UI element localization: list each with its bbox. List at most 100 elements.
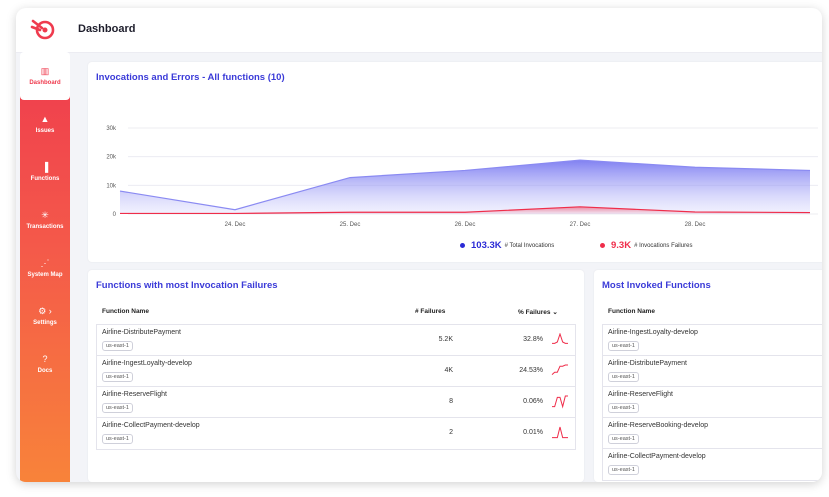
- failures-count: 4K: [444, 367, 453, 374]
- sparkline: [552, 333, 568, 344]
- bar-chart-icon: ▥: [40, 66, 50, 76]
- warning-icon: ▲: [40, 114, 50, 124]
- series-area-1: [120, 206, 810, 214]
- failures-pct: 24.53%: [519, 367, 543, 374]
- invocations-card: Invocations and Errors - All functions (…: [88, 62, 822, 262]
- table-row[interactable]: Airline-CollectPayment-develop us-east-1: [602, 448, 822, 481]
- function-name: Airline-CollectPayment-develop: [608, 453, 706, 460]
- region-badge: us-east-1: [102, 341, 133, 351]
- failures-count: 5.2K: [438, 336, 453, 343]
- sidebar-item-label: Functions: [30, 176, 60, 182]
- sparkline: [551, 364, 568, 375]
- sidebar-item-label: Settings: [33, 320, 57, 326]
- legend-failures[interactable]: 9.3K # Invocations Failures: [600, 240, 692, 251]
- sparkline-path: [552, 395, 568, 409]
- y-tick-label: 20k: [106, 155, 117, 161]
- y-tick-label: 0: [113, 212, 117, 218]
- logo-icon[interactable]: [30, 16, 56, 42]
- sidebar-item-label: Docs: [37, 368, 53, 374]
- y-tick-label: 30k: [106, 126, 117, 132]
- series-line-1: [120, 206, 811, 215]
- app-window: Dashboard ▥ Dashboard ▲ Issues ▐ Functio…: [16, 8, 822, 482]
- sidebar-item-transactions[interactable]: ✳ Transactions: [20, 196, 70, 244]
- column-header-label: % Failures: [518, 309, 551, 316]
- y-tick-label: 10k: [106, 183, 117, 189]
- table-row[interactable]: Airline-DistributePayment us-east-1: [602, 355, 822, 387]
- sidebar-item-docs[interactable]: ? Docs: [20, 340, 70, 388]
- column-header-pct-failures[interactable]: % Failures ⌄: [518, 308, 558, 316]
- function-name: Airline-ReserveFlight: [102, 391, 167, 398]
- sidebar: ▥ Dashboard ▲ Issues ▐ Functions ✳ Trans…: [20, 52, 70, 482]
- failures-card: Functions with most Invocation Failures …: [88, 270, 584, 482]
- system-map-icon: ⋰: [40, 258, 50, 268]
- x-tick-label: 26. Dec: [455, 222, 476, 228]
- invocations-chart[interactable]: 30k 20k 10k 0 24. Dec 25. Dec 26. Dec 27. Dec 28…: [88, 62, 822, 232]
- sparkline-path: [552, 426, 568, 439]
- sidebar-item-functions[interactable]: ▐ Functions: [20, 148, 70, 196]
- function-name: Airline-IngestLoyalty-develop: [608, 329, 698, 336]
- sparkline: [552, 395, 568, 409]
- sidebar-item-settings[interactable]: ⚙ › Settings: [20, 292, 70, 340]
- legend-dot: [460, 243, 465, 248]
- card-title: Invocations and Errors - All functions (…: [96, 72, 285, 83]
- region-badge: us-east-1: [102, 434, 133, 444]
- sidebar-item-issues[interactable]: ▲ Issues: [20, 100, 70, 148]
- column-header-failures[interactable]: # Failures: [415, 308, 446, 315]
- failures-count: 2: [449, 429, 453, 436]
- region-badge: us-east-1: [608, 465, 639, 475]
- sparkline: [552, 426, 568, 439]
- region-badge: us-east-1: [102, 372, 133, 382]
- region-badge: us-east-1: [102, 403, 133, 413]
- x-tick-label: 28. Dec: [685, 222, 706, 228]
- failures-pct: 32.8%: [523, 336, 543, 343]
- legend-total-value: 103.3K: [471, 240, 502, 251]
- x-tick-label: 25. Dec: [340, 222, 361, 228]
- legend-failures-label: # Invocations Failures: [634, 242, 693, 249]
- top-bar: Dashboard: [16, 8, 822, 53]
- column-header-name[interactable]: Function Name: [102, 308, 149, 315]
- sidebar-item-dashboard[interactable]: ▥ Dashboard: [20, 52, 70, 100]
- chevron-down-icon: ⌄: [552, 309, 558, 316]
- failures-count: 8: [449, 398, 453, 405]
- function-name: Airline-DistributePayment: [102, 329, 181, 336]
- sparkline-path: [551, 364, 568, 375]
- functions-icon: ▐: [41, 162, 49, 172]
- card-title: Most Invoked Functions: [602, 280, 711, 291]
- transactions-icon: ✳: [41, 210, 49, 220]
- table-row[interactable]: Airline-DistributePayment us-east-1 5.2K…: [96, 324, 576, 356]
- sparkline-path: [552, 333, 568, 344]
- column-header-name[interactable]: Function Name: [608, 308, 655, 315]
- help-icon: ?: [42, 354, 48, 364]
- region-badge: us-east-1: [608, 341, 639, 351]
- table-row[interactable]: Airline-IngestLoyalty-develop us-east-1: [602, 324, 822, 356]
- page-title: Dashboard: [78, 23, 136, 35]
- series-area-0: [120, 160, 810, 214]
- failures-pct: 0.06%: [523, 398, 543, 405]
- legend-failures-value: 9.3K: [611, 240, 632, 251]
- table-row[interactable]: Airline-IngestLoyalty-develop us-east-1 …: [96, 355, 576, 387]
- sidebar-item-label: System Map: [27, 272, 63, 278]
- function-name: Airline-ReserveBooking-develop: [608, 422, 708, 429]
- x-tick-label: 27. Dec: [570, 222, 591, 228]
- sidebar-item-system-map[interactable]: ⋰ System Map: [20, 244, 70, 292]
- table-row[interactable]: Airline-CollectPayment-develop us-east-1…: [96, 417, 576, 450]
- region-badge: us-east-1: [608, 372, 639, 382]
- table-row[interactable]: Airline-ReserveFlight us-east-1: [602, 386, 822, 418]
- legend-total-label: # Total Invocations: [504, 242, 555, 249]
- function-name: Airline-DistributePayment: [608, 360, 687, 367]
- table-row[interactable]: Airline-ReserveFlight us-east-1 8 0.06%: [96, 386, 576, 418]
- function-name: Airline-ReserveFlight: [608, 391, 673, 398]
- function-name: Airline-CollectPayment-develop: [102, 422, 200, 429]
- failures-pct: 0.01%: [523, 429, 543, 436]
- x-tick-label: 24. Dec: [225, 222, 246, 228]
- most-invoked-card: Most Invoked Functions Function Name Air…: [594, 270, 822, 482]
- series-line-0: [119, 159, 811, 211]
- table-row[interactable]: Airline-ReserveBooking-develop us-east-1: [602, 417, 822, 449]
- gear-icon: ⚙ ›: [38, 306, 52, 316]
- legend-total[interactable]: 103.3K # Total Invocations: [460, 240, 554, 251]
- region-badge: us-east-1: [608, 434, 639, 444]
- legend-dot: [600, 243, 605, 248]
- card-title: Functions with most Invocation Failures: [96, 280, 278, 291]
- sidebar-item-label: Transactions: [26, 224, 64, 230]
- sidebar-item-label: Issues: [35, 128, 55, 134]
